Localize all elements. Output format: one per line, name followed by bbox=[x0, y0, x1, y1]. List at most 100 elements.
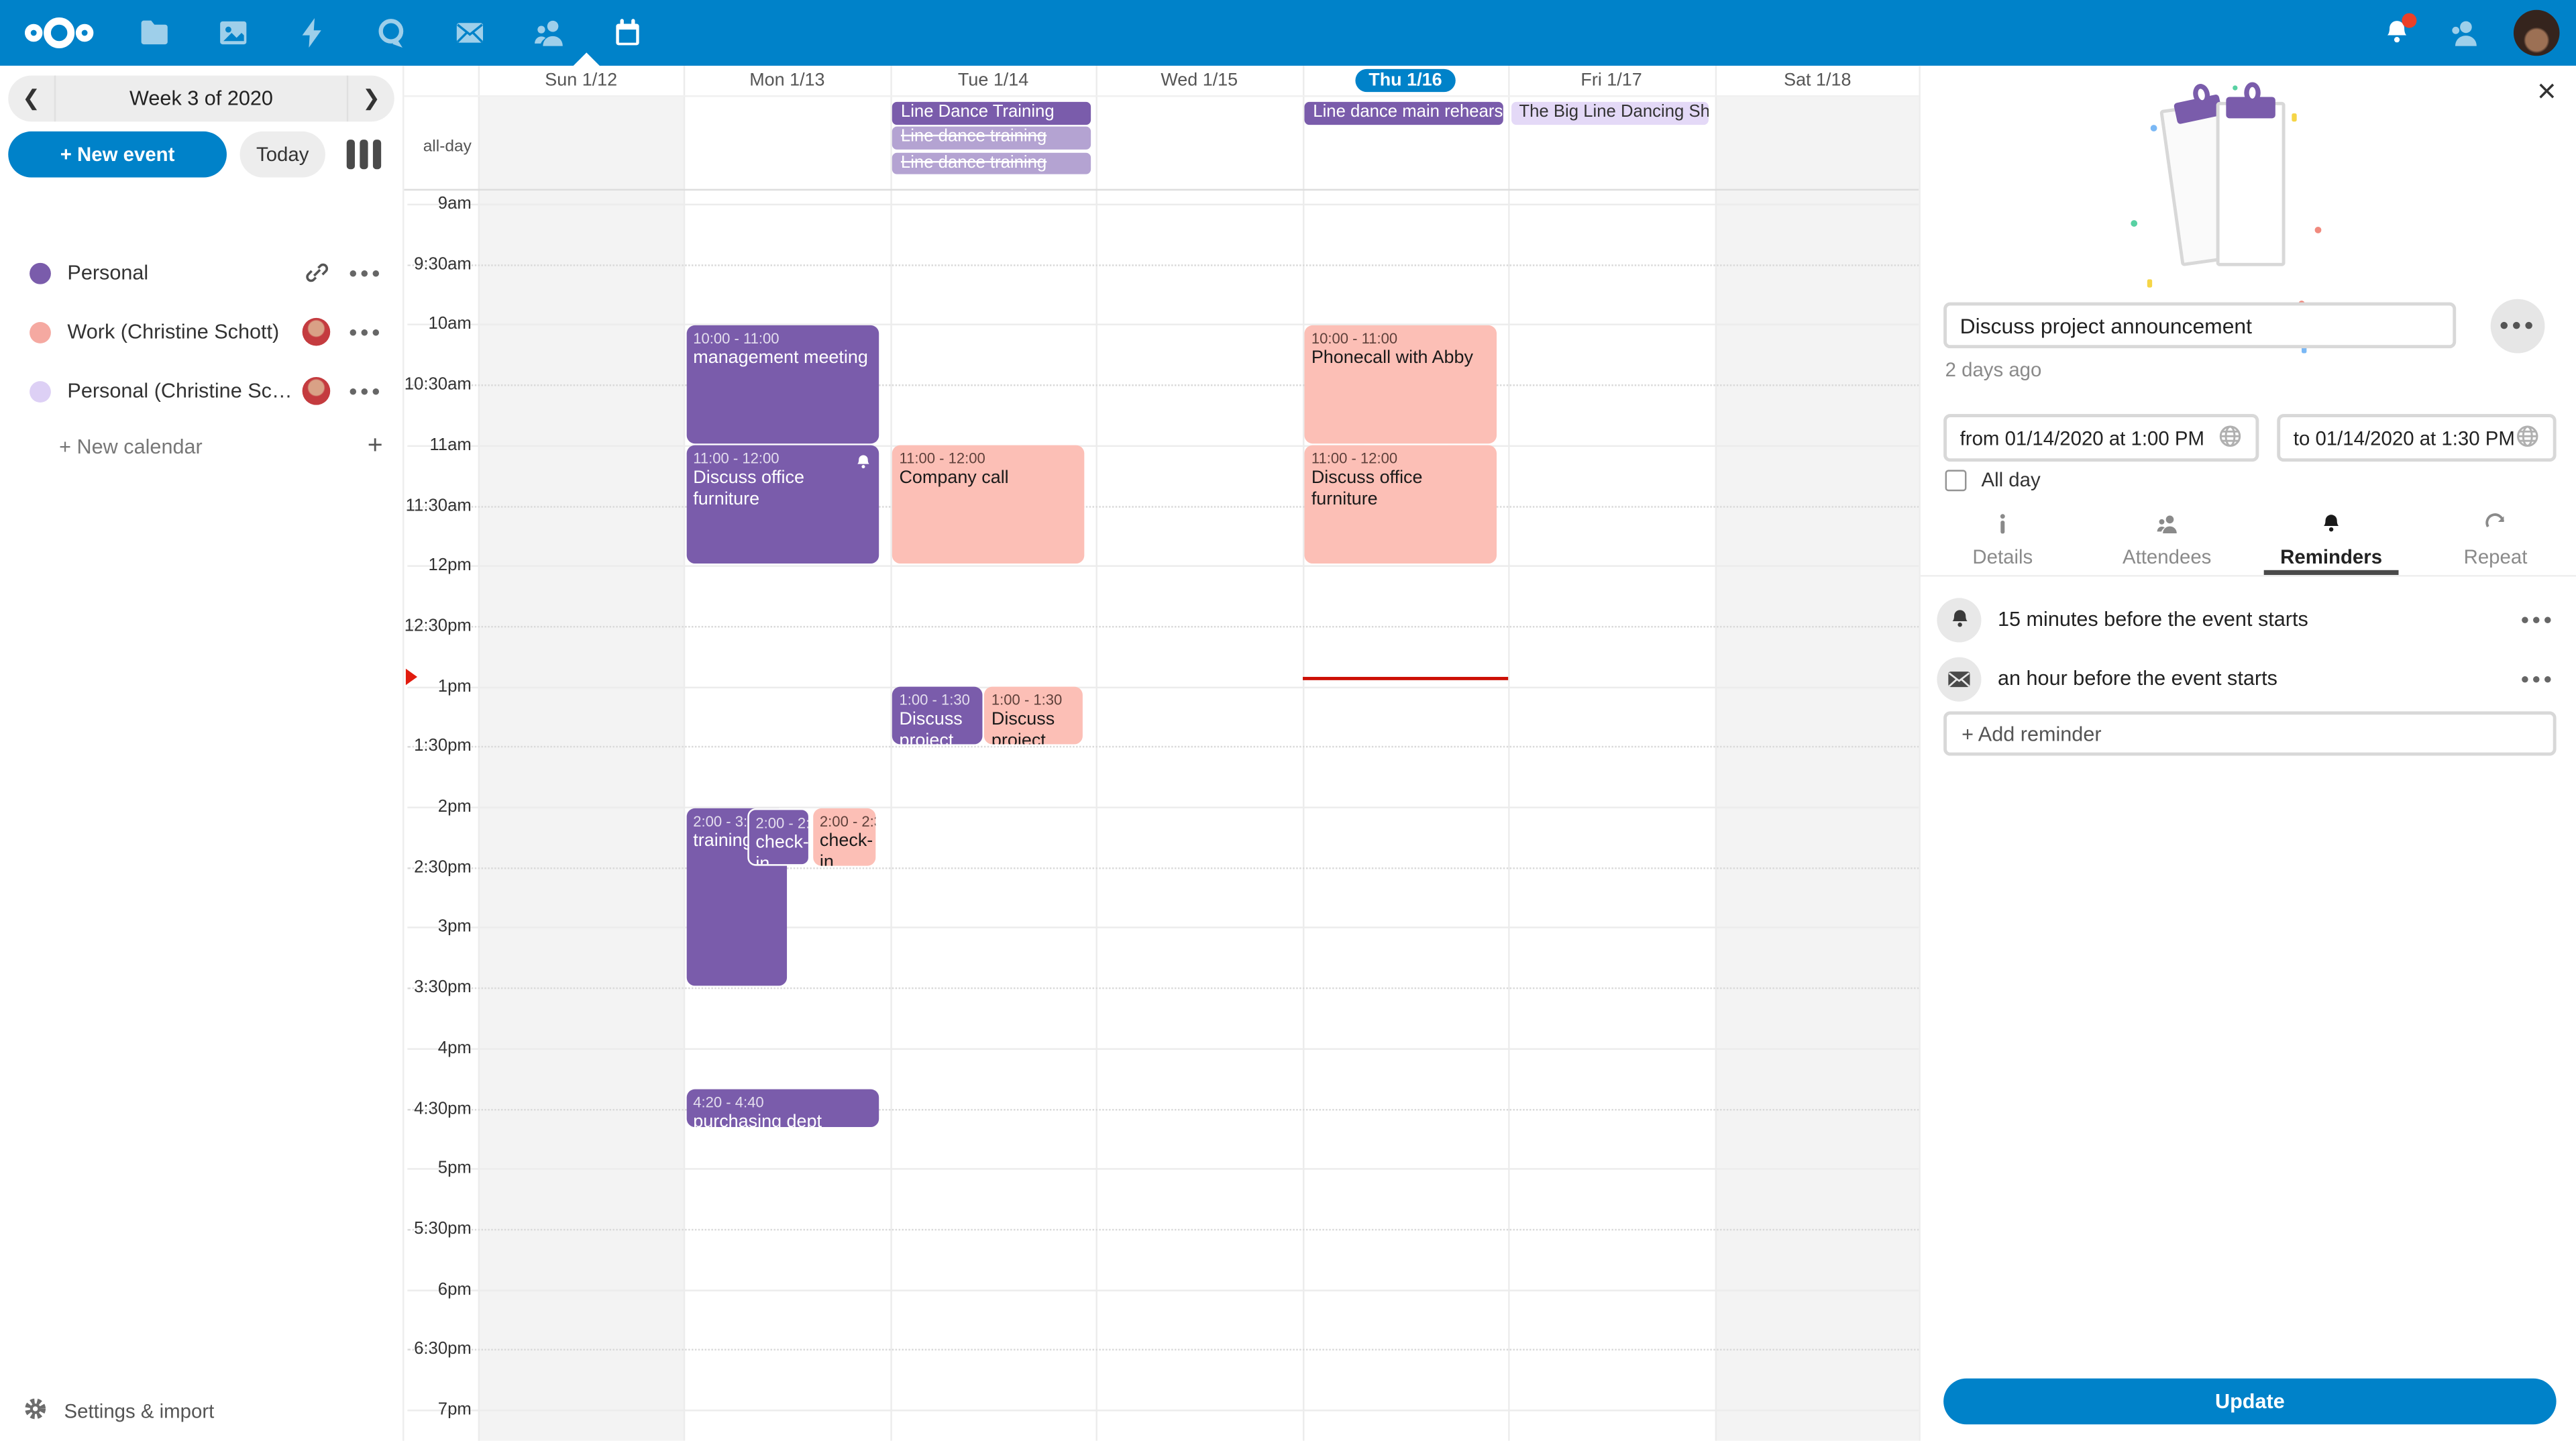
calendar-list-item[interactable]: Personal (Christine Scho…) ●●● bbox=[0, 362, 402, 421]
bell-icon bbox=[2320, 513, 2343, 541]
grid-column-line bbox=[1508, 65, 1510, 1441]
nextcloud-logo-icon[interactable] bbox=[23, 15, 95, 51]
checkbox[interactable] bbox=[1945, 469, 1967, 491]
calendar-list-item[interactable]: Work (Christine Schott) ●●● bbox=[0, 303, 402, 362]
time-axis-label: 9am bbox=[437, 193, 472, 214]
calendar-menu-icon[interactable]: ●●● bbox=[348, 264, 383, 281]
calendar-event[interactable]: 1:00 - 1:30 Discuss project bbox=[985, 686, 1083, 745]
time-axis-label: 1pm bbox=[437, 676, 472, 696]
time-axis-label: 3:30pm bbox=[414, 977, 472, 998]
notifications-bell-icon[interactable] bbox=[2379, 13, 2417, 51]
calendar-menu-icon[interactable]: ●●● bbox=[348, 323, 383, 340]
tab-reminders[interactable]: Reminders bbox=[2249, 506, 2414, 576]
calendar-event[interactable]: 4:20 - 4:40 purchasing dept bbox=[686, 1089, 879, 1127]
calendar-event[interactable]: 10:00 - 11:00 Phonecall with Abby bbox=[1305, 325, 1497, 443]
time-axis-label: 5:30pm bbox=[414, 1218, 472, 1239]
tab-attendees[interactable]: Attendees bbox=[2085, 506, 2249, 575]
grid-column-line bbox=[890, 65, 892, 1441]
all-day-label: all-day bbox=[423, 138, 472, 156]
event-title-input[interactable] bbox=[1943, 302, 2457, 349]
all-day-event[interactable]: Line dance main rehearsal bbox=[1305, 101, 1503, 124]
photos-icon[interactable] bbox=[213, 13, 253, 53]
event-editor-panel: × ●●● 2 days ago from 01/14/2020 at 1 bbox=[1919, 65, 2576, 1441]
day-header[interactable]: Sun 1/12 bbox=[545, 70, 618, 91]
week-label[interactable]: Week 3 of 2020 bbox=[129, 87, 273, 111]
timezone-globe-icon[interactable] bbox=[2218, 423, 2243, 453]
gear-icon bbox=[23, 1397, 48, 1426]
grid-time-line bbox=[407, 1228, 1919, 1231]
activity-icon[interactable] bbox=[292, 13, 332, 53]
reminder-menu-icon[interactable]: ●●● bbox=[2520, 670, 2555, 687]
update-button[interactable]: Update bbox=[1943, 1378, 2557, 1425]
calendar-event[interactable]: 11:00 - 12:00 Company call bbox=[892, 445, 1085, 564]
weekend-shading bbox=[1714, 95, 1919, 1441]
time-axis-label: 3pm bbox=[437, 917, 472, 937]
calendar-owner-avatar[interactable] bbox=[302, 317, 331, 346]
view-mode-toggle-icon[interactable] bbox=[341, 138, 384, 171]
calendar-color-dot bbox=[30, 262, 51, 284]
new-event-button[interactable]: + New event bbox=[8, 131, 227, 178]
all-day-event[interactable]: Line Dance Training bbox=[892, 101, 1091, 124]
calendar-icon[interactable] bbox=[608, 13, 647, 53]
event-actions-menu-icon[interactable]: ●●● bbox=[2490, 299, 2545, 354]
time-axis-label: 11:30am bbox=[405, 495, 472, 515]
close-icon[interactable]: × bbox=[2536, 74, 2557, 111]
new-calendar-button[interactable]: + New calendar + bbox=[0, 421, 402, 473]
calendar-event[interactable]: 11:00 - 12:00 Discuss office furniture bbox=[1305, 445, 1497, 564]
contacts-menu-icon[interactable] bbox=[2445, 13, 2484, 53]
user-avatar[interactable] bbox=[2513, 9, 2560, 56]
timezone-globe-icon[interactable] bbox=[2515, 423, 2540, 453]
all-day-event[interactable]: The Big Line Dancing Show bbox=[1511, 101, 1709, 124]
day-header[interactable]: Sat 1/18 bbox=[1784, 70, 1851, 91]
all-day-event[interactable]: Line dance training bbox=[892, 127, 1091, 150]
previous-week-button[interactable]: ❮ bbox=[22, 85, 40, 111]
tab-details[interactable]: Details bbox=[1921, 506, 2085, 575]
grid-time-line bbox=[407, 746, 1919, 749]
day-header[interactable]: Fri 1/17 bbox=[1580, 70, 1642, 91]
calendar-menu-icon[interactable]: ●●● bbox=[348, 382, 383, 400]
notification-badge bbox=[2402, 13, 2417, 28]
day-header-today[interactable]: Thu 1/16 bbox=[1302, 66, 1508, 95]
calendar-event[interactable]: 10:00 - 11:00 management meeting bbox=[686, 325, 879, 443]
calendar-owner-avatar[interactable] bbox=[302, 377, 331, 405]
divider bbox=[404, 189, 1919, 191]
time-axis-label: 4:30pm bbox=[414, 1098, 472, 1118]
calendar-list-item[interactable]: Personal ●●● bbox=[0, 243, 402, 302]
day-header[interactable]: Mon 1/13 bbox=[749, 70, 825, 91]
today-button[interactable]: Today bbox=[239, 131, 325, 178]
share-link-icon[interactable] bbox=[304, 260, 330, 286]
calendar-label: Work (Christine Schott) bbox=[67, 320, 280, 343]
editor-tabs: Details Attendees Reminders Repeat bbox=[1921, 506, 2576, 576]
calendar-list: Personal ●●● Work (Christine Schott) ●●● Per… bbox=[0, 243, 402, 473]
calendar-event[interactable]: 2:00 - 2:30check-in bbox=[813, 807, 877, 865]
all-day-checkbox[interactable]: All day bbox=[1945, 468, 2041, 491]
files-icon[interactable] bbox=[135, 13, 174, 53]
week-navigation[interactable]: ❮ Week 3 of 2020 ❯ bbox=[8, 75, 394, 122]
mail-icon[interactable] bbox=[450, 13, 490, 53]
next-week-button[interactable]: ❯ bbox=[362, 85, 380, 111]
tab-repeat[interactable]: Repeat bbox=[2414, 506, 2576, 575]
from-datetime-field[interactable]: from 01/14/2020 at 1:00 PM bbox=[1943, 414, 2259, 462]
active-app-notch bbox=[573, 52, 600, 66]
contacts-icon[interactable] bbox=[529, 13, 569, 53]
left-sidebar: ❮ Week 3 of 2020 ❯ + New event Today Per… bbox=[0, 65, 403, 1441]
day-header[interactable]: Wed 1/15 bbox=[1161, 70, 1238, 91]
add-reminder-button[interactable]: + Add reminder bbox=[1943, 711, 2557, 756]
grid-column-line bbox=[1302, 65, 1304, 1441]
calendar-event[interactable]: 11:00 - 12:00 Discuss office furniture bbox=[686, 445, 879, 564]
grid-time-line bbox=[407, 445, 1919, 447]
reminder-menu-icon[interactable]: ●●● bbox=[2520, 611, 2555, 628]
settings-import-button[interactable]: Settings & import bbox=[0, 1388, 402, 1434]
all-day-event[interactable]: Line dance training bbox=[892, 152, 1091, 175]
to-datetime-field[interactable]: to 01/14/2020 at 1:30 PM bbox=[2277, 414, 2557, 462]
grid-time-line bbox=[407, 505, 1919, 507]
event-illustration bbox=[1921, 82, 2576, 354]
divider bbox=[54, 75, 56, 122]
talk-icon[interactable] bbox=[371, 13, 411, 53]
time-axis-label: 10am bbox=[428, 314, 472, 335]
calendar-grid[interactable]: 9am 9:30am 10am 10:30am 11am 11:30am 12pm 12:30… bbox=[402, 65, 1919, 1441]
calendar-event[interactable]: 2:00 - 2:30check-in bbox=[747, 807, 811, 865]
day-header[interactable]: Tue 1/14 bbox=[957, 70, 1029, 91]
